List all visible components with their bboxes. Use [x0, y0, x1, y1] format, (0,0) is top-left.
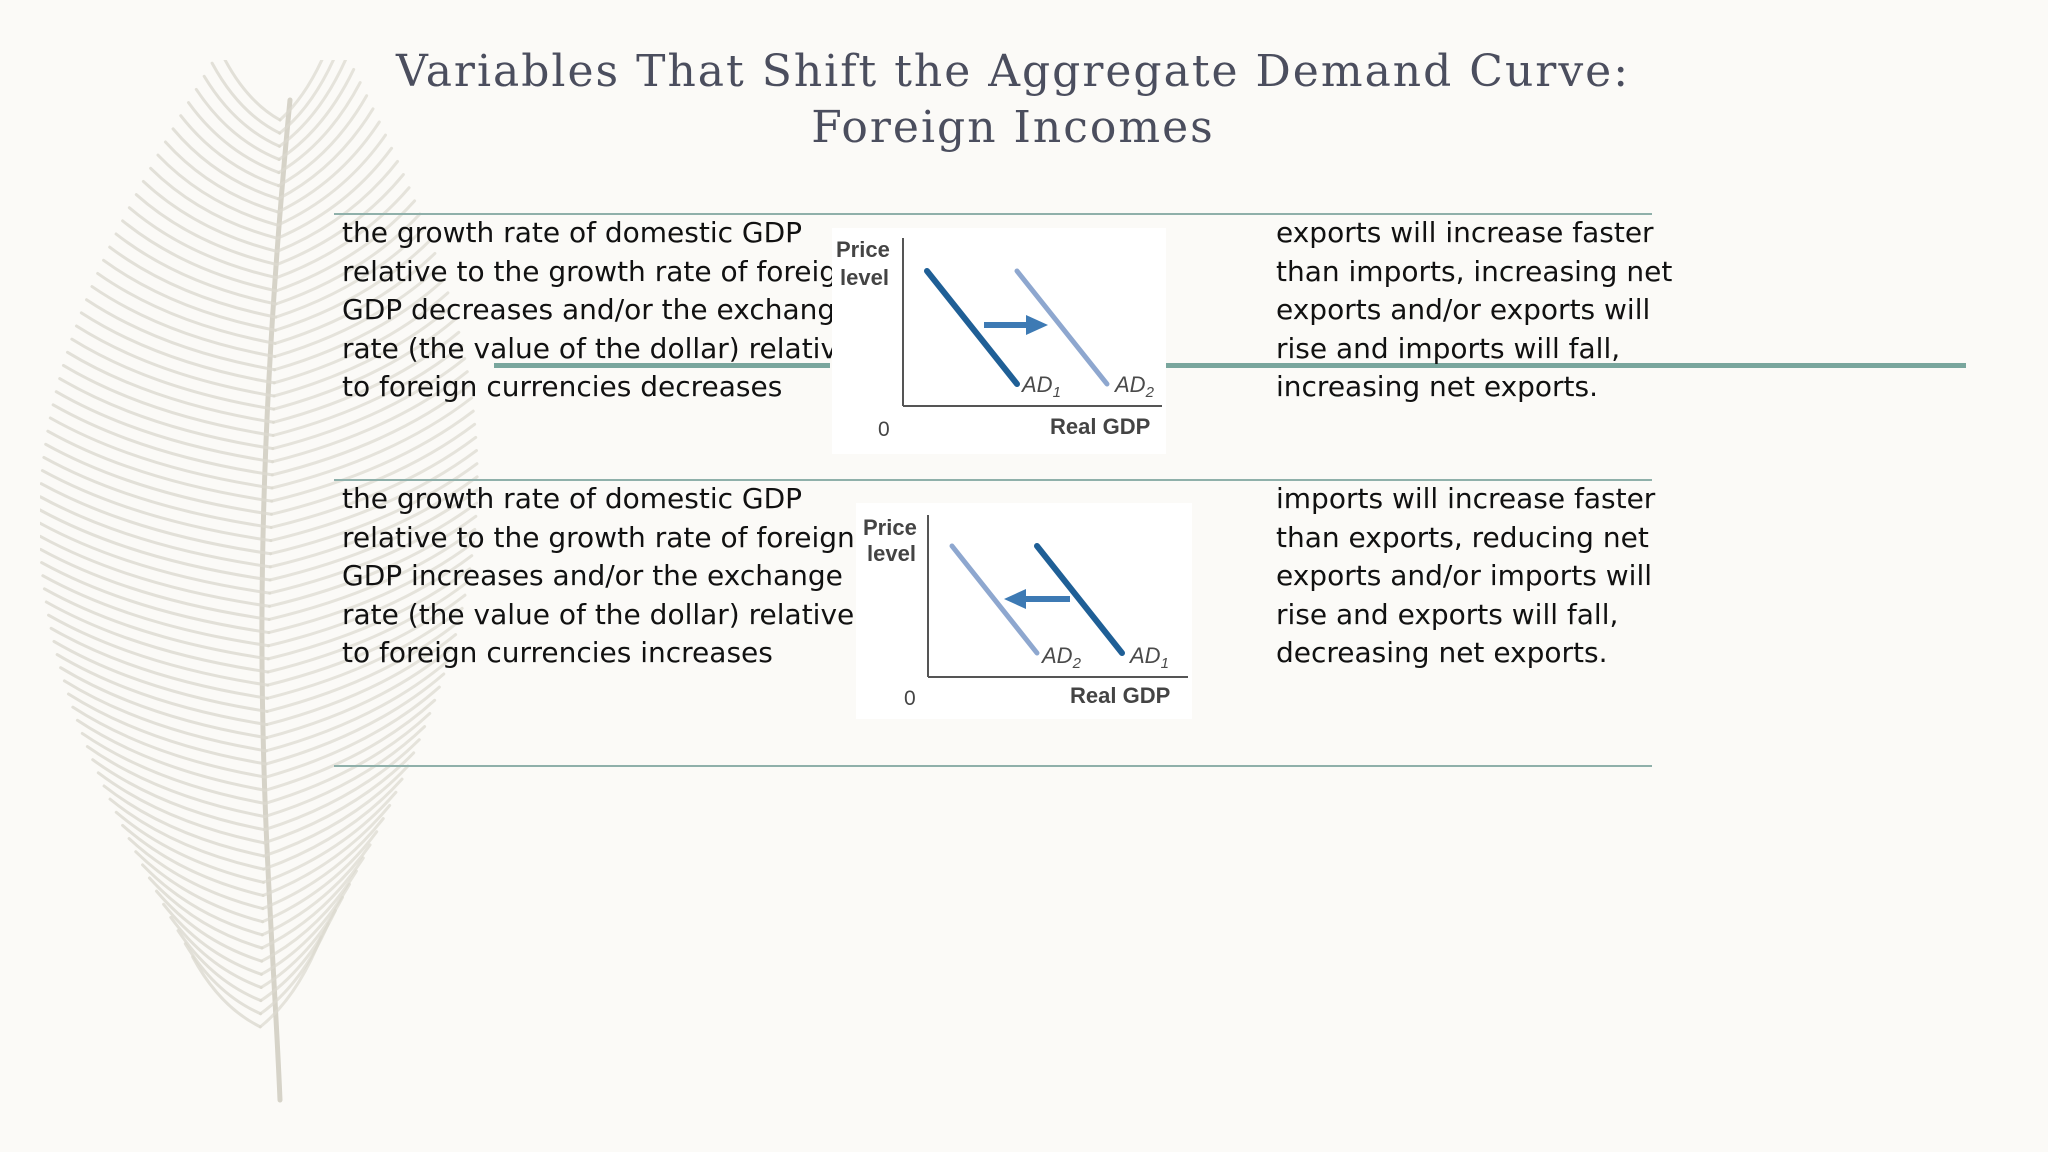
ad2-curve	[949, 543, 1040, 656]
row2-result-line: imports will increase faster	[1276, 482, 1656, 515]
row1-result-line: increasing net exports.	[1276, 370, 1599, 403]
title-line-2: Foreign Incomes	[811, 102, 1215, 153]
row1-ad-chart: Price level AD1 AD2 0 Real GDP	[832, 228, 1166, 454]
title-line-1: Variables That Shift the Aggregate Deman…	[395, 46, 1631, 97]
row1-result-line: than imports, increasing net	[1276, 254, 1673, 288]
shift-left-arrow-icon	[1004, 589, 1026, 609]
row2-condition-line: rate (the value of the dollar) relative	[342, 597, 855, 631]
row2-condition-line: GDP increases and/or the exchange	[342, 559, 843, 592]
y-axis-label-2: level	[840, 265, 889, 290]
row2-condition-line: the growth rate of domestic GDP	[342, 482, 803, 515]
ad1-curve	[924, 268, 1020, 387]
row2-result: imports will increase faster than export…	[1276, 480, 1655, 673]
ad2-curve	[1014, 268, 1110, 387]
origin-label: 0	[904, 687, 916, 710]
row1-condition-line: GDP decreases and/or the exchange	[342, 293, 853, 326]
accent-line-right	[1166, 363, 1966, 368]
x-axis-label: Real GDP	[1070, 683, 1170, 708]
accent-line-left	[494, 363, 830, 368]
table-top-rule	[334, 213, 1652, 215]
ad1-label: AD1	[1128, 643, 1169, 672]
row2-result-line: than exports, reducing net	[1276, 520, 1649, 554]
row1-condition-line: the growth rate of domestic GDP	[342, 216, 803, 249]
slide-title: Variables That Shift the Aggregate Deman…	[300, 44, 1726, 156]
y-axis-label-1: Price	[863, 515, 917, 540]
row1-condition-line: to foreign currencies decreases	[342, 370, 783, 403]
row2-condition-line: to foreign currencies increases	[342, 636, 773, 669]
y-axis-label-1: Price	[836, 237, 890, 262]
origin-label: 0	[878, 418, 890, 441]
row1-result-line: exports and/or exports will	[1276, 293, 1651, 326]
row-divider-rule	[334, 479, 1652, 481]
row2-ad-chart: Price level AD2 AD1 0 Real GDP	[856, 503, 1192, 719]
row1-result-line: exports will increase faster	[1276, 216, 1654, 249]
ad2-label: AD2	[1113, 372, 1155, 401]
row2-result-line: exports and/or imports will	[1276, 559, 1653, 592]
ad1-curve	[1034, 543, 1125, 656]
row1-result-line: rise and imports will fall,	[1276, 331, 1621, 365]
feather-icon	[40, 60, 479, 1103]
row2-condition: the growth rate of domestic GDP relative…	[342, 480, 855, 673]
y-axis-label-2: level	[867, 541, 916, 566]
row1-result: exports will increase faster than import…	[1276, 214, 1672, 407]
row1-condition: the growth rate of domestic GDP relative…	[342, 214, 855, 407]
row1-condition-line: relative to the growth rate of foreign	[342, 254, 855, 288]
ad1-label: AD1	[1020, 372, 1061, 401]
row1-condition-line: rate (the value of the dollar) relative	[342, 331, 855, 365]
row1-ad-chart-svg: Price level AD1 AD2 0 Real GDP	[836, 237, 1162, 441]
ad2-label: AD2	[1040, 643, 1082, 672]
row2-result-line: decreasing net exports.	[1276, 636, 1608, 669]
row2-condition-line: relative to the growth rate of foreign	[342, 520, 855, 554]
row2-result-line: rise and exports will fall,	[1276, 597, 1619, 631]
row2-ad-chart-svg: Price level AD2 AD1 0 Real GDP	[863, 515, 1188, 710]
table-bottom-rule	[334, 765, 1652, 767]
x-axis-label: Real GDP	[1050, 414, 1150, 439]
shift-right-arrow-icon	[1026, 315, 1048, 335]
